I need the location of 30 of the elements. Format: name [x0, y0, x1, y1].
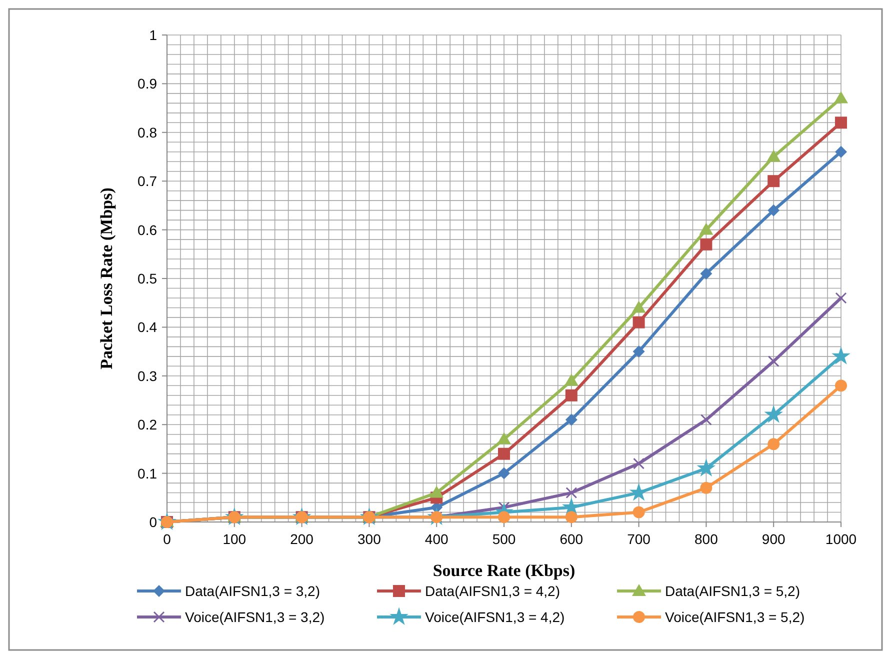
x-tick-label: 100: [222, 531, 246, 547]
y-tick-label: 0.1: [138, 465, 158, 482]
x-axis-title: Source Rate (Kbps): [432, 561, 576, 580]
y-tick-label: 0.4: [138, 319, 158, 336]
legend-label: Voice(AIFSN1,3 = 4,2): [425, 609, 565, 625]
legend-label: Voice(AIFSN1,3 = 3,2): [185, 609, 325, 625]
y-tick-label: 0.5: [138, 270, 158, 286]
x-tick-label: 1000: [825, 531, 857, 547]
x-tick-label: 400: [424, 531, 448, 547]
legend-label: Data(AIFSN1,3 = 4,2): [425, 583, 560, 599]
x-tick-label: 900: [762, 531, 786, 547]
legend-label: Data(AIFSN1,3 = 3,2): [185, 583, 320, 599]
x-tick-label: 300: [358, 531, 382, 547]
x-tick-label: 200: [290, 531, 314, 547]
y-tick-label: 0.7: [138, 173, 158, 190]
y-tick-label: 0: [149, 514, 158, 530]
y-tick-label: 0.3: [138, 368, 158, 384]
x-tick-label: 600: [560, 531, 584, 547]
x-tick-label: 800: [694, 531, 718, 547]
y-tick-label: 0.6: [138, 222, 158, 238]
x-tick-label: 0: [163, 531, 172, 547]
y-tick-label: 0.2: [138, 416, 158, 433]
x-tick-label: 500: [492, 531, 516, 547]
y-tick-label: 1: [149, 27, 158, 43]
y-tick-label: 0.9: [138, 76, 158, 92]
y-tick-label: 0.8: [138, 124, 158, 140]
y-axis-title: Packet Loss Rate (Mbps): [97, 188, 116, 370]
legend-label: Voice(AIFSN1,3 = 5,2): [665, 609, 805, 625]
x-tick-label: 700: [627, 531, 651, 547]
legend-label: Data(AIFSN1,3 = 5,2): [665, 583, 800, 599]
